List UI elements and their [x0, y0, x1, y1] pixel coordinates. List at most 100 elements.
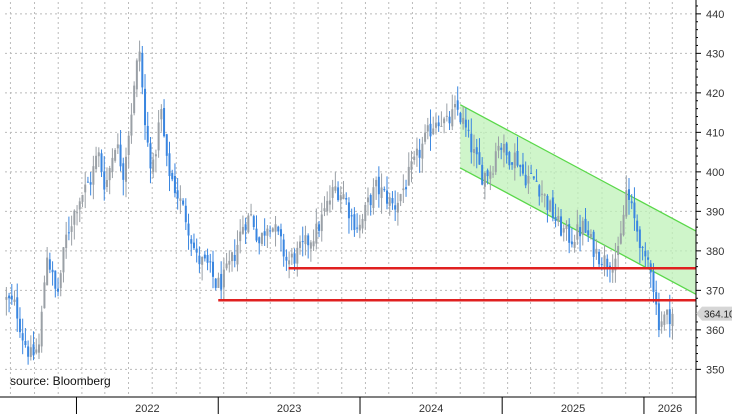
- candle-body: [600, 264, 603, 266]
- candle-body: [260, 232, 263, 244]
- candle-body: [418, 149, 421, 158]
- candle-body: [462, 117, 465, 124]
- candle-body: [407, 166, 410, 186]
- candle-body: [663, 314, 666, 325]
- candle-body: [383, 189, 386, 191]
- candle-body: [255, 228, 258, 241]
- candle-body: [540, 193, 543, 195]
- candle-body: [211, 261, 214, 277]
- candle-body: [568, 224, 571, 243]
- candle-body: [62, 247, 65, 273]
- candle-body: [103, 171, 106, 190]
- candle-body: [192, 242, 195, 249]
- candle-body: [133, 85, 136, 114]
- candle-body: [130, 114, 133, 136]
- candle-body: [445, 115, 448, 117]
- candle-body: [527, 176, 530, 184]
- candle-body: [467, 129, 470, 131]
- candle-body: [660, 321, 663, 327]
- channel-upper-line: [459, 104, 697, 232]
- candle-body: [81, 194, 84, 202]
- candle-body: [394, 205, 397, 210]
- candle-body: [448, 116, 451, 124]
- candle-body: [46, 257, 49, 286]
- candle-body: [84, 184, 87, 193]
- candle-body: [173, 176, 176, 194]
- candle-body: [105, 179, 108, 187]
- candle-body: [10, 295, 13, 300]
- candle-body: [274, 224, 277, 232]
- candle-body: [149, 143, 152, 169]
- candle-body: [652, 271, 655, 292]
- candle-body: [543, 194, 546, 196]
- candle-body: [48, 259, 51, 270]
- candle-body: [43, 282, 46, 309]
- y-tick-label: 420: [706, 88, 724, 100]
- candle-body: [573, 241, 576, 248]
- y-tick-label: 440: [706, 9, 724, 21]
- candle-body: [361, 218, 364, 229]
- y-tick-label: 370: [706, 285, 724, 297]
- candle-body: [513, 152, 516, 169]
- candle-body: [647, 257, 650, 260]
- candle-body: [364, 204, 367, 222]
- x-tick-label: 2023: [277, 403, 301, 414]
- candle-body: [228, 260, 231, 265]
- candle-body: [426, 125, 429, 132]
- candle-body: [497, 145, 500, 151]
- candle-body: [339, 195, 342, 201]
- y-tick-label: 360: [706, 325, 724, 337]
- candle-body: [263, 231, 266, 236]
- candle-body: [201, 256, 204, 265]
- candle-body: [59, 273, 62, 289]
- candle-body: [570, 241, 573, 245]
- candle-body: [342, 194, 345, 200]
- candle-body: [508, 152, 511, 166]
- candle-body: [154, 154, 157, 157]
- candle-body: [187, 223, 190, 236]
- candle-body: [222, 269, 225, 288]
- channel-fill: [460, 104, 696, 295]
- chart-grid: [5, 2, 697, 397]
- candle-body: [160, 108, 163, 120]
- candle-body: [377, 176, 380, 195]
- candle-body: [168, 153, 171, 177]
- candle-body: [592, 231, 595, 257]
- candle-body: [24, 341, 27, 345]
- candle-body: [424, 132, 427, 142]
- candle-body: [481, 164, 484, 185]
- candle-body: [617, 246, 620, 256]
- candle-body: [453, 104, 456, 108]
- x-tick-label: 2022: [135, 403, 159, 414]
- candle-body: [21, 333, 24, 341]
- candle-body: [116, 144, 119, 149]
- candle-body: [356, 227, 359, 229]
- candle-body: [581, 220, 584, 236]
- candle-body: [195, 248, 198, 253]
- candle-body: [334, 186, 337, 191]
- candle-body: [124, 156, 127, 182]
- candle-body: [369, 195, 372, 206]
- candle-body: [27, 346, 30, 357]
- candle-body: [220, 273, 223, 290]
- candle-body: [32, 344, 35, 356]
- candle-body: [347, 202, 350, 219]
- candle-body: [413, 156, 416, 161]
- candle-body: [641, 246, 644, 248]
- candle-body: [519, 164, 522, 168]
- x-tick-label: 2024: [419, 403, 443, 414]
- candle-body: [70, 226, 73, 232]
- candle-body: [638, 229, 641, 248]
- candle-body: [35, 349, 38, 353]
- candle-body: [76, 212, 79, 214]
- candle-body: [554, 217, 557, 222]
- candlestick-series: [5, 40, 674, 365]
- candle-body: [521, 164, 524, 174]
- last-value-label: 364.10: [704, 310, 732, 321]
- candle-body: [288, 260, 291, 265]
- candle-body: [266, 228, 269, 236]
- candle-body: [443, 118, 446, 124]
- candle-body: [375, 179, 378, 187]
- candle-body: [388, 197, 391, 206]
- candle-body: [119, 144, 122, 167]
